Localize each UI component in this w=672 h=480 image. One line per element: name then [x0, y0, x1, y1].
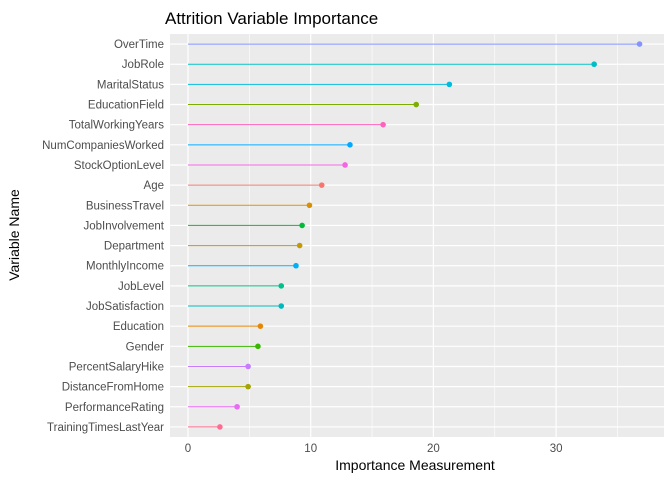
data-marks	[188, 41, 643, 430]
x-tick-label: 10	[304, 443, 317, 455]
y-tick-label: Age	[144, 180, 164, 192]
point-department	[296, 242, 303, 249]
point-age	[318, 182, 325, 188]
point-performance-rating	[234, 403, 240, 410]
y-tick-label: OverTime	[114, 39, 164, 51]
point-training-times-last-year	[217, 424, 223, 430]
y-tick-label: TotalWorkingYears	[69, 120, 164, 132]
y-tick-label: JobInvolvement	[83, 220, 164, 232]
chart-title: Attrition Variable Importance	[165, 9, 378, 28]
x-tick-labels: 0 10 20 30	[185, 443, 563, 455]
point-over-time	[636, 41, 643, 47]
point-job-role	[591, 61, 597, 68]
point-gender	[255, 343, 261, 350]
x-tick-label: 30	[550, 443, 563, 455]
point-business-travel	[306, 202, 313, 209]
y-tick-label: PerformanceRating	[65, 402, 164, 414]
x-tick-label: 20	[427, 443, 440, 455]
point-distance-from-home	[245, 383, 251, 390]
y-axis-title: Variable Name	[6, 189, 22, 281]
y-tick-label: NumCompaniesWorked	[42, 140, 164, 152]
y-tick-label: EducationField	[88, 100, 164, 112]
point-marital-status	[446, 81, 453, 88]
y-tick-label: MaritalStatus	[97, 79, 164, 91]
y-tick-label: Department	[104, 241, 165, 253]
y-tick-label: JobLevel	[118, 281, 164, 293]
y-tick-label: Education	[113, 321, 164, 333]
point-num-companies-worked	[347, 142, 353, 148]
y-tick-label: DistanceFromHome	[62, 382, 164, 394]
point-job-involvement	[299, 222, 305, 229]
y-tick-label: MonthlyIncome	[86, 261, 164, 273]
y-tick-label: PercentSalaryHike	[69, 361, 164, 373]
point-stock-option-level	[342, 162, 348, 168]
point-education	[257, 323, 264, 329]
y-tick-label: StockOptionLevel	[74, 160, 164, 172]
plot-panel	[170, 34, 664, 437]
point-percent-salary-hike	[245, 363, 251, 370]
y-tick-label: BusinessTravel	[86, 200, 164, 212]
y-tick-label: Gender	[126, 341, 165, 353]
y-tick-label: TrainingTimesLastYear	[47, 422, 164, 434]
x-tick-label: 0	[185, 443, 191, 455]
point-monthly-income	[293, 262, 299, 269]
point-job-satisfaction	[278, 303, 285, 309]
y-tick-label: JobSatisfaction	[86, 301, 164, 313]
y-tick-label: JobRole	[122, 59, 164, 71]
point-education-field	[413, 101, 420, 108]
point-total-working-years	[380, 121, 386, 128]
point-job-level	[278, 283, 285, 289]
y-tick-labels: OverTime JobRole MaritalStatus EducationFie…	[42, 39, 165, 434]
x-axis-title: Importance Measurement	[335, 457, 495, 473]
